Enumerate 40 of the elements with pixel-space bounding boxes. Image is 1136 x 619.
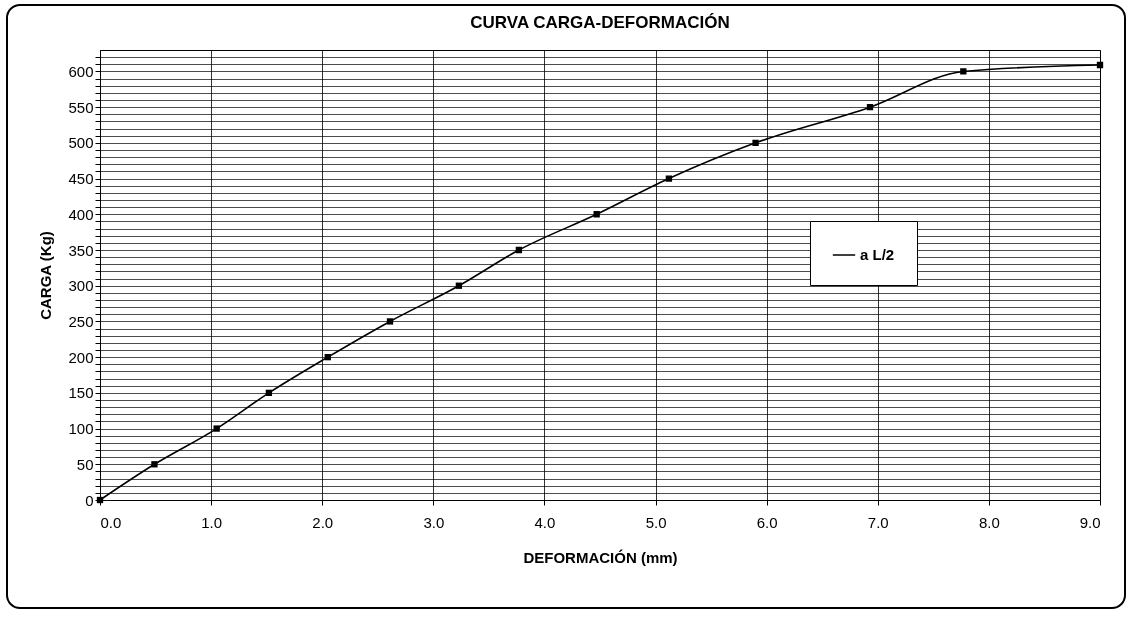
y-tick-label: 450 <box>68 170 94 188</box>
point <box>386 318 394 325</box>
x-tick-label: 6.0 <box>756 513 778 531</box>
x-tick-label: 2.0 <box>312 513 334 531</box>
y-axis-title: CARGA (Kg) <box>37 231 55 320</box>
y-tick-label: 50 <box>76 455 94 473</box>
y-tick-label: 200 <box>68 348 94 366</box>
x-tick-label: 5.0 <box>645 513 667 531</box>
y-tick-label: 350 <box>68 241 94 259</box>
point <box>866 103 874 111</box>
point <box>151 461 158 468</box>
chart-title: CURVA CARGA-DEFORMACIÓN <box>470 13 730 32</box>
y-tick-label: 250 <box>68 312 94 330</box>
x-tick-label: 1.0 <box>201 513 223 531</box>
x-tick-label: 9.0 <box>1079 513 1101 531</box>
y-tick-label: 550 <box>68 98 94 116</box>
x-tick-label: 3.0 <box>423 513 445 531</box>
point <box>324 353 331 361</box>
x-tick-label: 0.0 <box>100 513 122 531</box>
legend-label: a L/2 <box>860 246 895 263</box>
point <box>455 282 463 289</box>
y-tick-label: 600 <box>68 62 94 80</box>
point <box>515 246 523 254</box>
y-tick-label: 100 <box>68 420 94 438</box>
point <box>752 139 759 147</box>
x-tick-label: 8.0 <box>978 513 1000 531</box>
point <box>665 175 673 182</box>
y-tick-label: 150 <box>68 384 94 402</box>
x-axis-title: DEFORMACIÓN (mm) <box>523 548 678 566</box>
point <box>213 425 220 432</box>
y-tick-label: 300 <box>68 277 94 295</box>
x-tick-label: 7.0 <box>867 513 889 531</box>
y-tick-label: 0 <box>85 491 94 509</box>
point <box>593 211 600 218</box>
point <box>265 389 273 397</box>
x-tick-label: 4.0 <box>534 513 556 531</box>
point <box>1096 61 1104 69</box>
y-tick-label: 400 <box>68 205 94 223</box>
point <box>960 68 967 75</box>
y-tick-label: 500 <box>68 134 94 152</box>
